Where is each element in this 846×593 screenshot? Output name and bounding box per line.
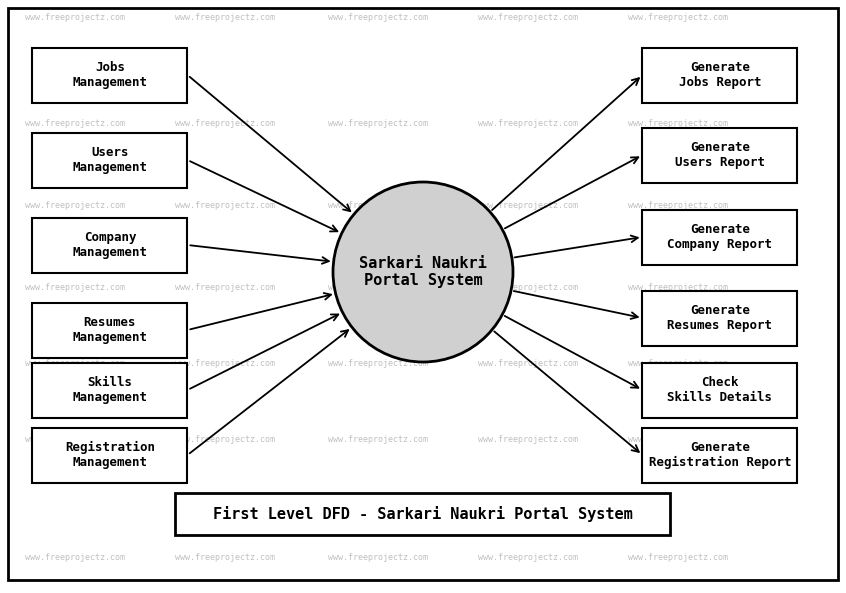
Bar (642, 291, 798, 346)
Bar (32, 362, 188, 417)
Text: www.freeprojectz.com: www.freeprojectz.com (628, 14, 728, 23)
Bar (642, 127, 798, 183)
Text: www.freeprojectz.com: www.freeprojectz.com (328, 359, 428, 368)
Text: www.freeprojectz.com: www.freeprojectz.com (328, 119, 428, 127)
Text: Jobs
Management: Jobs Management (73, 61, 147, 89)
Text: Generate
Jobs Report: Generate Jobs Report (678, 61, 761, 89)
Bar (642, 428, 798, 483)
Text: www.freeprojectz.com: www.freeprojectz.com (328, 14, 428, 23)
Text: www.freeprojectz.com: www.freeprojectz.com (25, 359, 125, 368)
Text: www.freeprojectz.com: www.freeprojectz.com (478, 435, 578, 445)
Text: www.freeprojectz.com: www.freeprojectz.com (175, 119, 275, 127)
Text: www.freeprojectz.com: www.freeprojectz.com (478, 200, 578, 209)
Text: www.freeprojectz.com: www.freeprojectz.com (478, 14, 578, 23)
Text: www.freeprojectz.com: www.freeprojectz.com (628, 359, 728, 368)
Text: www.freeprojectz.com: www.freeprojectz.com (328, 435, 428, 445)
Text: www.freeprojectz.com: www.freeprojectz.com (328, 553, 428, 563)
Text: Registration
Management: Registration Management (65, 441, 155, 469)
Bar (175, 493, 670, 535)
Text: www.freeprojectz.com: www.freeprojectz.com (25, 283, 125, 292)
Circle shape (333, 182, 513, 362)
Text: www.freeprojectz.com: www.freeprojectz.com (25, 14, 125, 23)
Text: www.freeprojectz.com: www.freeprojectz.com (478, 359, 578, 368)
Text: www.freeprojectz.com: www.freeprojectz.com (628, 200, 728, 209)
Text: www.freeprojectz.com: www.freeprojectz.com (25, 200, 125, 209)
Text: www.freeprojectz.com: www.freeprojectz.com (175, 359, 275, 368)
Bar (32, 302, 188, 358)
Bar (32, 218, 188, 273)
Text: Check
Skills Details: Check Skills Details (667, 376, 772, 404)
Text: www.freeprojectz.com: www.freeprojectz.com (175, 14, 275, 23)
Text: Generate
Users Report: Generate Users Report (675, 141, 765, 169)
Text: www.freeprojectz.com: www.freeprojectz.com (25, 553, 125, 563)
Text: www.freeprojectz.com: www.freeprojectz.com (628, 283, 728, 292)
Text: www.freeprojectz.com: www.freeprojectz.com (175, 283, 275, 292)
Text: www.freeprojectz.com: www.freeprojectz.com (175, 200, 275, 209)
Bar (642, 362, 798, 417)
Text: www.freeprojectz.com: www.freeprojectz.com (628, 119, 728, 127)
Text: www.freeprojectz.com: www.freeprojectz.com (328, 200, 428, 209)
Bar (32, 132, 188, 187)
Text: www.freeprojectz.com: www.freeprojectz.com (175, 435, 275, 445)
Bar (32, 47, 188, 103)
Text: Users
Management: Users Management (73, 146, 147, 174)
Text: www.freeprojectz.com: www.freeprojectz.com (478, 119, 578, 127)
Text: First Level DFD - Sarkari Naukri Portal System: First Level DFD - Sarkari Naukri Portal … (212, 506, 632, 522)
Text: Generate
Registration Report: Generate Registration Report (649, 441, 791, 469)
Text: Skills
Management: Skills Management (73, 376, 147, 404)
Text: www.freeprojectz.com: www.freeprojectz.com (25, 119, 125, 127)
Bar (32, 428, 188, 483)
Text: Generate
Resumes Report: Generate Resumes Report (667, 304, 772, 332)
Text: www.freeprojectz.com: www.freeprojectz.com (175, 553, 275, 563)
Text: www.freeprojectz.com: www.freeprojectz.com (328, 283, 428, 292)
Text: www.freeprojectz.com: www.freeprojectz.com (628, 553, 728, 563)
Text: Generate
Company Report: Generate Company Report (667, 223, 772, 251)
Text: Resumes
Management: Resumes Management (73, 316, 147, 344)
Text: www.freeprojectz.com: www.freeprojectz.com (478, 283, 578, 292)
Text: www.freeprojectz.com: www.freeprojectz.com (628, 435, 728, 445)
Text: www.freeprojectz.com: www.freeprojectz.com (478, 553, 578, 563)
Text: Company
Management: Company Management (73, 231, 147, 259)
Text: Sarkari Naukri
Portal System: Sarkari Naukri Portal System (359, 256, 487, 288)
Bar (642, 209, 798, 264)
Text: www.freeprojectz.com: www.freeprojectz.com (25, 435, 125, 445)
Bar (642, 47, 798, 103)
